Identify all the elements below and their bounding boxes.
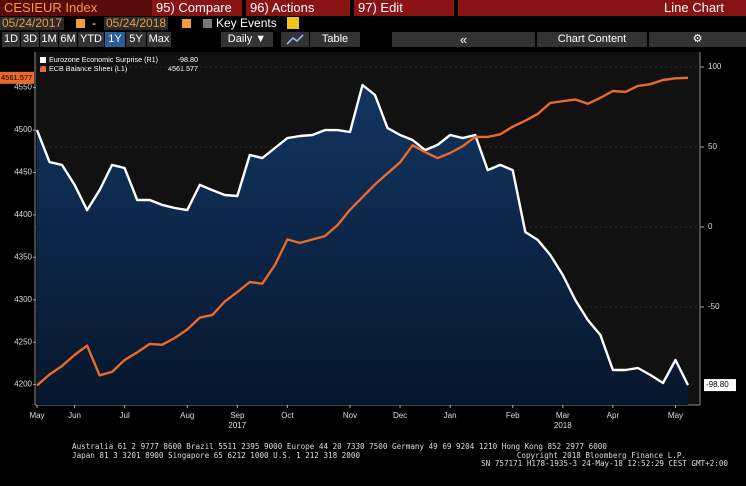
settings-button[interactable]: ⚙ (649, 32, 746, 47)
x-tick-label: Jul (120, 411, 130, 420)
period-button[interactable]: 1Y (105, 32, 125, 47)
y-tick-label: 4400 (14, 210, 32, 219)
y-tick-label: 4350 (14, 252, 32, 261)
x-tick-label: Jan (444, 411, 457, 420)
y-tick-label: 4300 (14, 295, 32, 304)
table-button[interactable]: Table (310, 32, 360, 47)
area-fill (37, 85, 688, 405)
x-tick-label: Dec (393, 411, 407, 420)
last-value-label: -98.80 (706, 380, 729, 389)
checkbox[interactable] (203, 19, 212, 28)
year-label: 2018 (554, 421, 572, 430)
last-value-label: 4561.577 (1, 73, 32, 82)
period-button[interactable]: 1M (40, 32, 58, 47)
footer-line: Australia 61 2 9777 8600 Brazil 5511 239… (72, 442, 607, 451)
period-button[interactable]: YTD (78, 32, 104, 47)
x-tick-label: Nov (343, 411, 357, 420)
legend: Eurozone Economic Surprise (R1) -98.80 ECB… (40, 55, 198, 73)
end-date[interactable]: 05/24/2018 (104, 16, 169, 30)
x-tick-label: Oct (281, 411, 294, 420)
x-tick-label: Aug (180, 411, 194, 420)
y2-tick-label: 100 (708, 62, 722, 71)
footer: Australia 61 2 9777 8600 Brazil 5511 239… (0, 440, 746, 486)
legend-label: Eurozone Economic Surprise (R1) (49, 55, 158, 64)
ticker[interactable]: CESIEUR Index (0, 0, 190, 16)
chart-content-button[interactable]: Chart Content (537, 32, 647, 47)
date-bar: 05/24/2017 - 05/24/2018 Key Events (0, 16, 746, 31)
period-button[interactable]: 3D (21, 32, 39, 47)
y-tick-label: 4200 (14, 380, 32, 389)
frequency[interactable]: Daily ▼ (221, 32, 273, 47)
period-button[interactable]: 1D (2, 32, 20, 47)
period-button[interactable]: Max (147, 32, 171, 47)
x-tick-label: Jun (68, 411, 81, 420)
chart-icon-button[interactable] (281, 32, 309, 47)
title-bar: CESIEUR Index 95) Compare 96) Actions 97… (0, 0, 746, 16)
x-tick-label: Mar (556, 411, 570, 420)
y-tick-label: 4500 (14, 125, 32, 134)
view-name: Line Chart (458, 0, 746, 16)
period-button[interactable]: 5Y (126, 32, 146, 47)
series-line (35, 83, 690, 386)
session-info: SN 757171 H178-1935-3 24-May-18 12:52:29… (481, 459, 728, 468)
last-value-flag (704, 379, 736, 392)
events-icon[interactable] (287, 17, 299, 29)
y-tick-label: 4250 (14, 337, 32, 346)
last-value-flag (0, 71, 34, 84)
period-bar: 1D 3D 1M 6M YTD 1Y 5Y Max Daily ▼ Table « Chart… (0, 31, 746, 48)
legend-value: 4561.577 (168, 64, 198, 73)
x-tick-label: May (29, 411, 44, 420)
frequency-label: Daily (227, 33, 253, 45)
chart-icon (286, 34, 304, 45)
copyright: Copyright 2018 Bloomberg Finance L.P. (516, 451, 686, 460)
x-tick-label: Sep (230, 411, 245, 420)
calendar-icon[interactable] (76, 19, 85, 28)
date-separator: - (92, 16, 96, 30)
start-date[interactable]: 05/24/2017 (0, 16, 65, 30)
y2-tick-label: 50 (708, 142, 717, 151)
period-button[interactable]: 6M (59, 32, 77, 47)
calendar-icon[interactable] (182, 19, 191, 28)
y-tick-label: 4550 (14, 83, 32, 92)
y2-tick-label: -50 (708, 302, 720, 311)
legend-label: ECB Balance Sheet (L1) (49, 64, 127, 73)
legend-swatch (40, 57, 46, 63)
key-events[interactable]: Key Events (216, 16, 277, 30)
y-tick-label: 4450 (14, 168, 32, 177)
footer-line: Japan 81 3 3201 8900 Singapore 65 6212 1… (72, 451, 361, 460)
chart: Eurozone Economic Surprise (R1) -98.80 ECB… (0, 52, 736, 430)
x-tick-label: Apr (607, 411, 620, 420)
legend-swatch (40, 66, 46, 72)
x-tick-label: Feb (506, 411, 520, 420)
x-tick-label: May (668, 411, 683, 420)
collapse-button[interactable]: « (392, 32, 535, 47)
edit-menu[interactable]: 97) Edit (354, 0, 454, 16)
compare-menu[interactable]: 95) Compare (152, 0, 242, 16)
y2-tick-label: 0 (708, 222, 713, 231)
actions-menu[interactable]: 96) Actions (246, 0, 350, 16)
year-label: 2017 (228, 421, 246, 430)
series-line (36, 76, 689, 387)
period-buttons: 1D 3D 1M 6M YTD 1Y 5Y Max (0, 31, 280, 48)
legend-value: -98.80 (178, 55, 198, 64)
